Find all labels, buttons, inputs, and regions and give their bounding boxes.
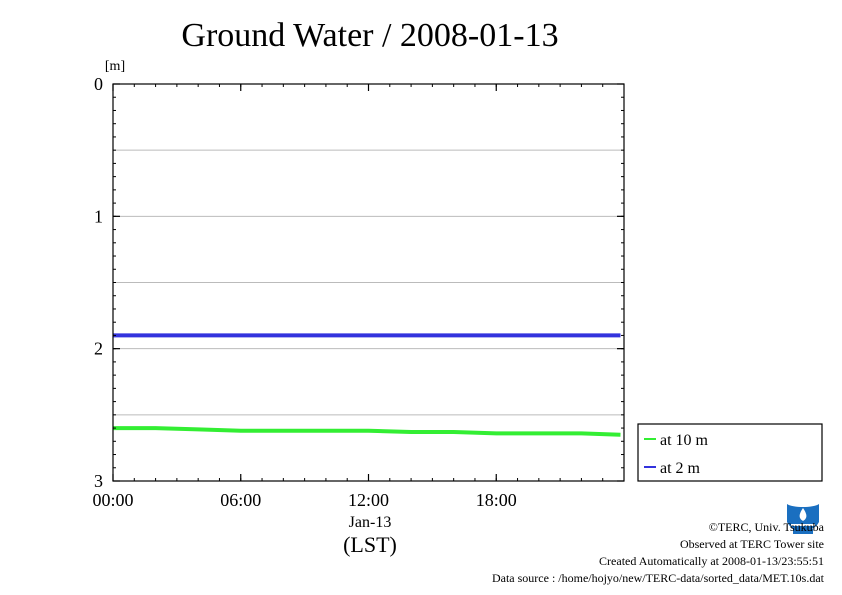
footer-copyright: ©TERC, Univ. Tsukuba xyxy=(708,520,824,534)
chart-title: Ground Water / 2008-01-13 xyxy=(181,17,558,54)
x-tick-label: 12:00 xyxy=(348,490,389,510)
x-tick-label: 06:00 xyxy=(220,490,261,510)
footer-source: Data source : /home/hojyo/new/TERC-data/… xyxy=(491,571,824,585)
legend-label: at 2 m xyxy=(660,460,701,477)
y-tick-label: 1 xyxy=(94,206,103,226)
grid-lines xyxy=(113,149,624,416)
series-group xyxy=(113,333,621,437)
x-axis-date-label: Jan-13 xyxy=(349,514,392,531)
legend-box xyxy=(637,423,823,482)
axis-ticks: 0 1 2 300:00 06:00 12:00 18:00 xyxy=(92,74,625,510)
series-line-0 xyxy=(113,426,621,437)
y-tick-label: 2 xyxy=(94,339,103,359)
x-tick-label: 18:00 xyxy=(476,490,517,510)
terc-logo-icon xyxy=(787,504,819,534)
x-tick-label: 00:00 xyxy=(92,490,133,510)
legend-label: at 10 m xyxy=(660,432,709,449)
y-tick-label: 3 xyxy=(94,471,103,491)
footer-created: Created Automatically at 2008-01-13/23:5… xyxy=(599,554,824,568)
x-axis-timezone-label: (LST) xyxy=(343,532,397,557)
footer-observed: Observed at TERC Tower site xyxy=(679,537,824,551)
y-tick-label: 0 xyxy=(94,74,103,94)
legend: at 10 m at 2 m xyxy=(637,423,823,482)
y-axis-unit-label: [m] xyxy=(105,59,125,74)
